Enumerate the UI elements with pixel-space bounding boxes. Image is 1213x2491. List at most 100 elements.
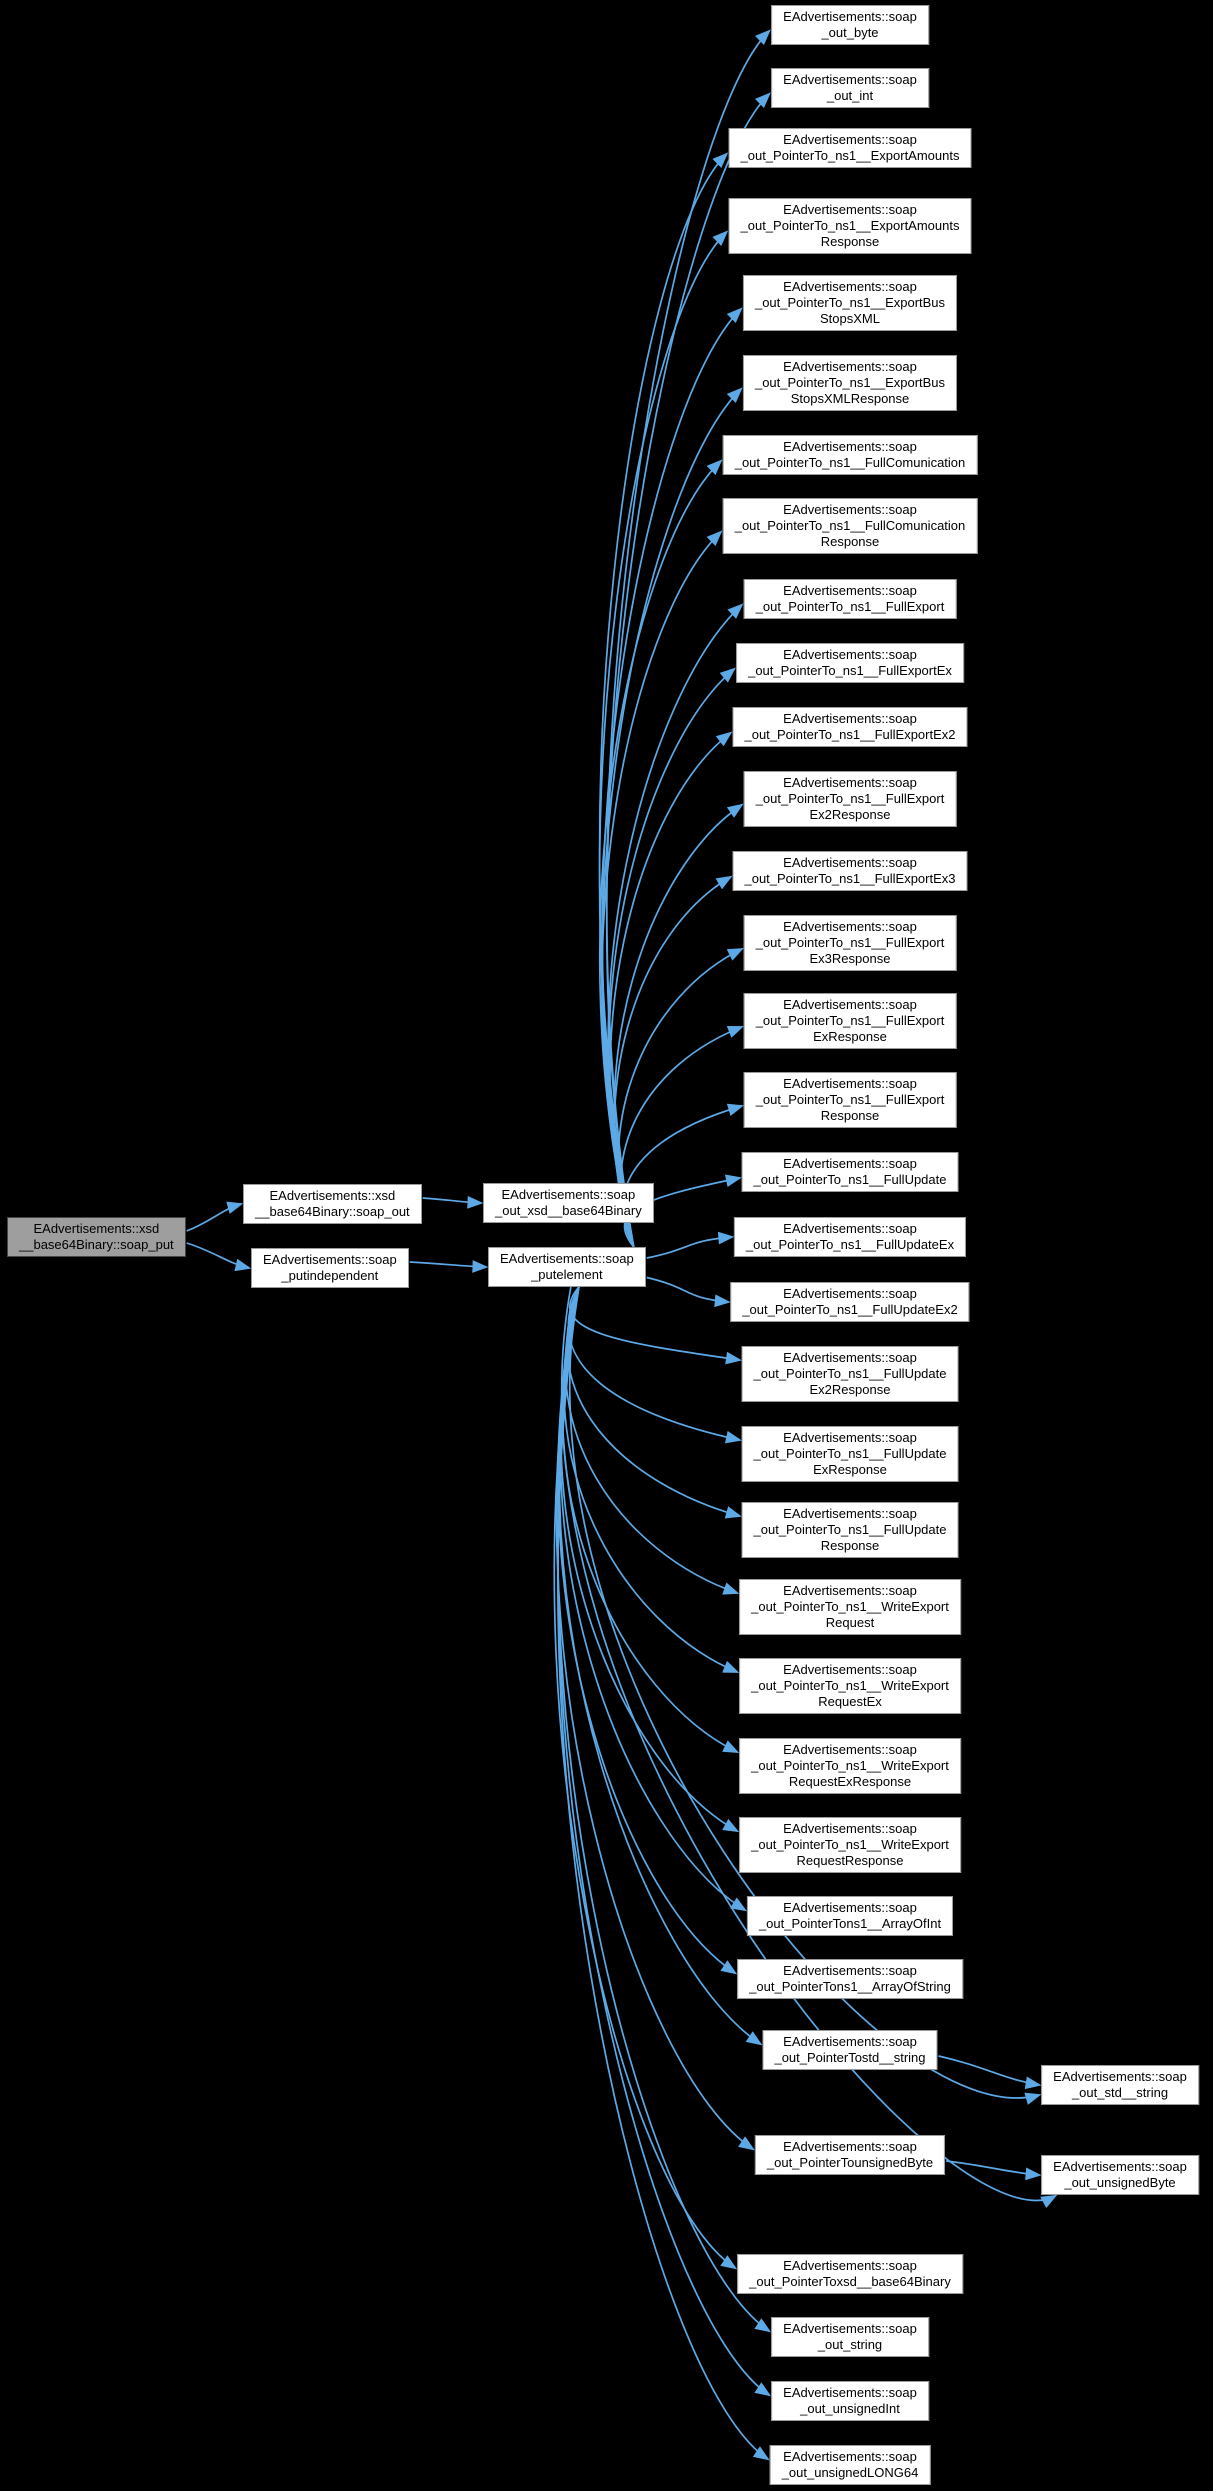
node-label-line: Response: [820, 534, 880, 549]
node-label-line: Ex2Response: [809, 1382, 891, 1397]
node-label-line: EAdvertisements::soap: [783, 2258, 917, 2273]
graph-node-p_WriteExportRequestResponse[interactable]: EAdvertisements::soap _out_PointerTo_ns1_…: [739, 1817, 961, 1873]
node-label-line: EAdvertisements::soap: [783, 775, 917, 790]
graph-node-out_string[interactable]: EAdvertisements::soap _out_string: [771, 2317, 929, 2357]
graph-node-p_FullUpdateEx[interactable]: EAdvertisements::soap _out_PointerTo_ns1_…: [733, 1217, 967, 1257]
graph-node-p_unsignedByte[interactable]: EAdvertisements::soap _out_PointerTounsig…: [754, 2135, 946, 2175]
node-label-line: EAdvertisements::soap: [783, 1286, 917, 1301]
node-label-line: _out_PointerTo_ns1__FullExportEx2: [744, 727, 956, 742]
graph-node-p_ExportAmounts[interactable]: EAdvertisements::soap _out_PointerTo_ns1_…: [728, 128, 972, 168]
node-label-line: _out_PointerTo_ns1__FullUpdate: [753, 1172, 947, 1187]
graph-node-out_xsd_base64Binary[interactable]: EAdvertisements::soap _out_xsd__base64Bin…: [483, 1183, 654, 1223]
node-label-line: _out_byte: [821, 25, 879, 40]
node-label-line: _putelement: [531, 1267, 603, 1282]
node-label-line: EAdvertisements::soap: [783, 2385, 917, 2400]
node-label-line: _out_PointerTo_ns1__WriteExport: [751, 1678, 949, 1693]
node-label-line: _out_int: [826, 88, 874, 103]
graph-node-out_std_string[interactable]: EAdvertisements::soap _out_std__string: [1041, 2065, 1199, 2105]
graph-node-out_unsignedLONG64[interactable]: EAdvertisements::soap _out_unsignedLONG64: [769, 2445, 931, 2485]
graph-node-p_FullComunication[interactable]: EAdvertisements::soap _out_PointerTo_ns1_…: [722, 435, 978, 475]
node-label-line: Response: [820, 234, 880, 249]
graph-node-p_FullExportExResponse[interactable]: EAdvertisements::soap _out_PointerTo_ns1_…: [743, 993, 957, 1049]
node-label-line: RequestResponse: [796, 1853, 904, 1868]
node-label-line: _out_PointerTo_ns1__FullExport: [755, 935, 945, 950]
node-label-line: EAdvertisements::soap: [783, 1821, 917, 1836]
node-label-line: _out_PointerTo_ns1__FullExport: [755, 1092, 945, 1107]
node-label-line: _out_unsignedInt: [800, 2401, 900, 2416]
node-label-line: _out_PointerTo_ns1__FullUpdateEx2: [742, 1302, 958, 1317]
node-label-line: Response: [820, 1108, 880, 1123]
node-label-line: EAdvertisements::soap: [783, 132, 917, 147]
graph-node-p_FullUpdate[interactable]: EAdvertisements::soap _out_PointerTo_ns1_…: [741, 1152, 959, 1192]
node-label-line: Request: [825, 1615, 875, 1630]
graph-node-p_FullComunicationResponse[interactable]: EAdvertisements::soap _out_PointerTo_ns1_…: [722, 498, 978, 554]
node-label-line: EAdvertisements::xsd: [269, 1188, 396, 1203]
node-label-line: _out_PointerTo_ns1__FullComunication: [734, 518, 966, 533]
graph-node-p_ExportBusStopsXML[interactable]: EAdvertisements::soap _out_PointerTo_ns1_…: [742, 275, 958, 331]
graph-node-soap_out[interactable]: EAdvertisements::xsd __base64Binary::soap…: [243, 1184, 422, 1224]
node-label-line: _out_PointerTo_ns1__FullExportEx: [748, 663, 952, 678]
graph-node-p_WriteExportRequestExResponse[interactable]: EAdvertisements::soap _out_PointerTo_ns1_…: [739, 1738, 961, 1794]
node-label-line: _out_PointerTo_ns1__WriteExport: [751, 1599, 949, 1614]
graph-node-p_FullExportEx2Response[interactable]: EAdvertisements::soap _out_PointerTo_ns1_…: [743, 771, 957, 827]
graph-node-p_FullExportEx3Response[interactable]: EAdvertisements::soap _out_PointerTo_ns1_…: [743, 915, 957, 971]
graph-node-p_FullUpdateEx2[interactable]: EAdvertisements::soap _out_PointerTo_ns1_…: [730, 1282, 970, 1322]
node-label-line: _out_unsignedLONG64: [781, 2465, 919, 2480]
graph-node-putelement[interactable]: EAdvertisements::soap _putelement: [488, 1247, 646, 1287]
node-label-line: _out_PointerTo_ns1__WriteExport: [751, 1837, 949, 1852]
graph-node-p_ExportBusStopsXMLResponse[interactable]: EAdvertisements::soap _out_PointerTo_ns1_…: [742, 355, 958, 411]
node-label-line: __base64Binary::soap_out: [255, 1204, 410, 1219]
node-label-line: _out_PointerToxsd__base64Binary: [749, 2274, 951, 2289]
node-label-line: _out_string: [817, 2337, 883, 2352]
graph-node-out_byte[interactable]: EAdvertisements::soap _out_byte: [771, 5, 929, 45]
graph-node-p_WriteExportRequestEx[interactable]: EAdvertisements::soap _out_PointerTo_ns1_…: [739, 1658, 961, 1714]
graph-node-out_unsignedInt[interactable]: EAdvertisements::soap _out_unsignedInt: [771, 2381, 929, 2421]
node-label-line: EAdvertisements::soap: [783, 1506, 917, 1521]
node-label-line: EAdvertisements::soap: [1053, 2069, 1187, 2084]
graph-node-putindependent[interactable]: EAdvertisements::soap _putindependent: [251, 1248, 409, 1288]
node-label-line: _out_PointerTostd__string: [774, 2050, 926, 2065]
node-label-line: _out_PointerTo_ns1__FullExport: [755, 791, 945, 806]
node-label-line: EAdvertisements::soap: [783, 202, 917, 217]
node-label-line: _out_PointerTo_ns1__ExportAmounts: [740, 148, 960, 163]
node-label-line: _out_PointerTo_ns1__FullUpdateEx: [745, 1237, 955, 1252]
node-label-line: ExResponse: [813, 1462, 887, 1477]
graph-node-p_FullUpdateResponse[interactable]: EAdvertisements::soap _out_PointerTo_ns1_…: [741, 1502, 959, 1558]
graph-node-p_WriteExportRequest[interactable]: EAdvertisements::soap _out_PointerTo_ns1_…: [739, 1579, 961, 1635]
node-label-line: Ex2Response: [809, 807, 891, 822]
node-label-line: EAdvertisements::soap: [783, 359, 917, 374]
graph-node-p_ArrayOfString[interactable]: EAdvertisements::soap _out_PointerTons1__…: [737, 1959, 963, 1999]
node-label-line: EAdvertisements::soap: [783, 2449, 917, 2464]
graph-node-p_FullExportEx[interactable]: EAdvertisements::soap _out_PointerTo_ns1_…: [736, 643, 964, 683]
graph-node-p_FullUpdateEx2Response[interactable]: EAdvertisements::soap _out_PointerTo_ns1_…: [741, 1346, 959, 1402]
node-label-line: _out_PointerTo_ns1__WriteExport: [751, 1758, 949, 1773]
graph-node-p_ExportAmountsResponse[interactable]: EAdvertisements::soap _out_PointerTo_ns1_…: [728, 198, 972, 254]
graph-node-out_int[interactable]: EAdvertisements::soap _out_int: [771, 68, 929, 108]
node-label-line: EAdvertisements::soap: [783, 9, 917, 24]
node-label-line: EAdvertisements::soap: [500, 1251, 634, 1266]
graph-node-p_FullExportEx2[interactable]: EAdvertisements::soap _out_PointerTo_ns1_…: [732, 707, 968, 747]
node-label-line: EAdvertisements::soap: [783, 2321, 917, 2336]
graph-node-p_ArrayOfInt[interactable]: EAdvertisements::soap _out_PointerTons1__…: [746, 1896, 954, 1936]
node-label-line: _out_PointerTons1__ArrayOfString: [749, 1979, 951, 1994]
node-label-line: EAdvertisements::soap: [783, 1900, 917, 1915]
node-label-line: _out_PointerTo_ns1__FullUpdate: [753, 1366, 947, 1381]
node-label-line: _out_PointerTo_ns1__FullExport: [755, 1013, 945, 1028]
node-label-line: EAdvertisements::soap: [783, 2139, 917, 2154]
node-label-line: _out_unsignedByte: [1064, 2175, 1176, 2190]
node-label-line: StopsXMLResponse: [790, 391, 910, 406]
node-label-line: _putindependent: [281, 1268, 379, 1283]
node-label-line: EAdvertisements::xsd: [33, 1221, 160, 1236]
node-label-line: EAdvertisements::soap: [783, 855, 917, 870]
node-label-line: EAdvertisements::soap: [783, 1430, 917, 1445]
graph-node-p_FullExportResponse[interactable]: EAdvertisements::soap _out_PointerTo_ns1_…: [743, 1072, 957, 1128]
graph-node-p_FullExport[interactable]: EAdvertisements::soap _out_PointerTo_ns1_…: [743, 579, 957, 619]
graph-node-p_FullUpdateExResponse[interactable]: EAdvertisements::soap _out_PointerTo_ns1_…: [741, 1426, 959, 1482]
graph-node-out_unsignedByte[interactable]: EAdvertisements::soap _out_unsignedByte: [1041, 2155, 1199, 2195]
node-label-line: _out_PointerTons1__ArrayOfInt: [758, 1916, 942, 1931]
graph-node-p_std_string[interactable]: EAdvertisements::soap _out_PointerTostd__…: [762, 2030, 938, 2070]
graph-node-p_FullExportEx3[interactable]: EAdvertisements::soap _out_PointerTo_ns1_…: [732, 851, 968, 891]
graph-node-p_xsd_base64Binary[interactable]: EAdvertisements::soap _out_PointerToxsd__…: [737, 2254, 963, 2294]
node-label-line: _out_PointerTo_ns1__FullComunication: [734, 455, 966, 470]
